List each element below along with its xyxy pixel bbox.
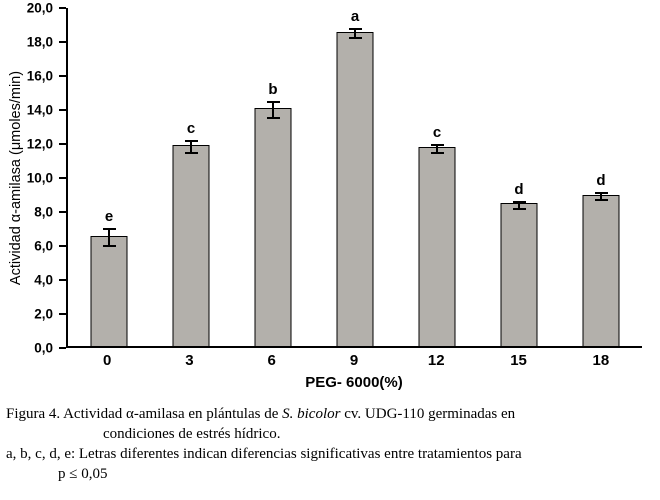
x-axis-title: PEG- 6000(%) bbox=[305, 374, 403, 391]
x-tick-label: 12 bbox=[427, 352, 445, 369]
bar-slot: b bbox=[232, 8, 314, 346]
caption-line-3: a, b, c, d, e: Letras diferentes indican… bbox=[6, 446, 522, 462]
y-tick-label: 0,0 bbox=[34, 340, 53, 356]
x-tick-label: 3 bbox=[185, 352, 194, 369]
y-tick-label: 10,0 bbox=[26, 170, 53, 186]
error-bar bbox=[436, 144, 438, 154]
error-bar-cap-top bbox=[266, 101, 280, 104]
error-bar-cap-top bbox=[430, 143, 444, 146]
bar bbox=[172, 145, 210, 346]
y-tick-mark bbox=[59, 109, 66, 111]
error-bar-cap-bottom bbox=[430, 152, 444, 155]
x-tick-label: 18 bbox=[592, 352, 610, 369]
y-tick-label: 16,0 bbox=[26, 68, 53, 84]
y-tick-label: 20,0 bbox=[26, 0, 53, 16]
error-bar bbox=[518, 201, 520, 209]
y-axis: 0,0 2,0 4,0 6,0 8,0 10,0 12,0 14,0 16,0 18,0 20,0 bbox=[0, 1, 66, 356]
bar-slot: a bbox=[314, 8, 396, 346]
caption-line-1-post: cv. UDG-110 germinadas en bbox=[340, 406, 516, 422]
error-bar-cap-bottom bbox=[266, 116, 280, 119]
significance-letter: e bbox=[104, 208, 114, 225]
error-bar-cap-top bbox=[348, 28, 362, 31]
x-tick-label: 0 bbox=[102, 352, 112, 369]
bar-slot: e bbox=[68, 8, 150, 346]
bar bbox=[90, 235, 128, 346]
y-tick-mark bbox=[59, 75, 66, 77]
y-tick-mark bbox=[59, 313, 66, 315]
caption-line-1-pre: Figura 4. Actividad α-amilasa en plántul… bbox=[6, 406, 283, 422]
y-tick-mark bbox=[59, 143, 66, 145]
error-bar bbox=[190, 141, 192, 154]
bar-slot: d bbox=[560, 8, 642, 346]
caption-species-name: S. bicolor bbox=[282, 406, 341, 422]
significance-letter: b bbox=[268, 81, 278, 99]
significance-letter: a bbox=[350, 8, 360, 26]
caption-line-2: condiciones de estrés hídrico. bbox=[103, 426, 281, 442]
error-bar-cap-top bbox=[102, 228, 116, 230]
error-bar-cap-bottom bbox=[512, 207, 526, 210]
error-bar bbox=[272, 102, 274, 118]
y-tick-label: 18,0 bbox=[26, 34, 53, 50]
error-bar-cap-top bbox=[512, 200, 526, 203]
caption-line-1: Figura 4. Actividad α-amilasa en plántul… bbox=[6, 404, 656, 424]
error-bar-cap-top bbox=[594, 192, 608, 195]
x-tick-label: 9 bbox=[349, 352, 359, 369]
error-bar-cap-bottom bbox=[184, 152, 198, 155]
bar bbox=[254, 108, 292, 346]
error-bar-cap-bottom bbox=[594, 199, 608, 202]
significance-letter: d bbox=[514, 180, 524, 198]
y-tick-mark bbox=[59, 279, 66, 281]
y-tick-mark bbox=[59, 7, 66, 9]
bar-slot: d bbox=[478, 8, 560, 346]
error-bar-cap-bottom bbox=[348, 36, 362, 39]
bar bbox=[336, 31, 374, 346]
plot-area: e c b a c d d bbox=[66, 8, 642, 348]
figure-caption: Figura 4. Actividad α-amilasa en plántul… bbox=[6, 404, 656, 484]
bar-slot: c bbox=[150, 8, 232, 346]
x-axis-labels: 0 3 6 9 12 15 18 bbox=[66, 352, 642, 374]
y-tick-mark bbox=[59, 41, 66, 43]
y-tick-label: 4,0 bbox=[34, 272, 53, 288]
y-tick-mark bbox=[59, 177, 66, 179]
caption-line-4: p ≤ 0,05 bbox=[58, 466, 108, 482]
y-tick-label: 2,0 bbox=[34, 306, 53, 322]
error-bar bbox=[108, 229, 110, 246]
y-tick-mark bbox=[59, 211, 66, 213]
bar bbox=[500, 203, 538, 346]
y-tick-label: 6,0 bbox=[34, 238, 53, 254]
x-tick-label: 6 bbox=[267, 352, 276, 369]
bar bbox=[582, 194, 620, 346]
bar-chart: Actividad α-amilasa (μmoles/min) 0,0 2,0 4… bbox=[0, 1, 642, 391]
y-tick-label: 8,0 bbox=[34, 204, 53, 220]
bar bbox=[418, 147, 456, 346]
error-bar-cap-bottom bbox=[102, 245, 116, 247]
x-tick-label: 15 bbox=[510, 352, 527, 369]
significance-letter: c bbox=[432, 123, 442, 141]
significance-letter: c bbox=[186, 120, 196, 138]
bar-slot: c bbox=[396, 8, 478, 346]
significance-letter: d bbox=[596, 172, 606, 190]
y-tick-mark bbox=[59, 245, 66, 247]
y-tick-label: 12,0 bbox=[26, 136, 53, 152]
error-bar bbox=[600, 193, 602, 201]
error-bar bbox=[354, 29, 356, 38]
y-tick-mark bbox=[59, 347, 66, 349]
error-bar-cap-top bbox=[184, 140, 198, 143]
y-tick-label: 14,0 bbox=[26, 102, 53, 118]
